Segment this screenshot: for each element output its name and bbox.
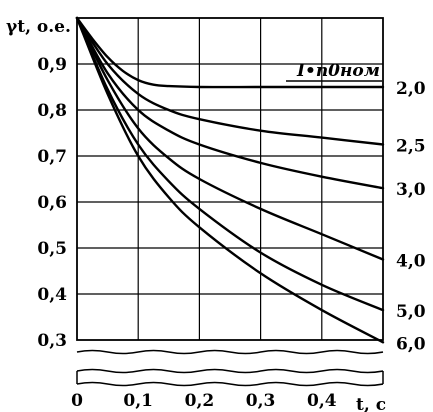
- x-tick-label: 0,3: [246, 391, 276, 411]
- x-tick-label: 0,2: [185, 391, 215, 411]
- series-label: 2,5: [396, 137, 426, 157]
- series-label: 5,0: [396, 302, 426, 322]
- x-axis-label: t, с: [356, 395, 386, 412]
- x-tick-labels: 0 0,1 0,2 0,3 0,4: [71, 391, 337, 411]
- y-tick-labels: 0,3 0,4 0,5 0,6 0,7 0,8 0,9: [37, 55, 67, 351]
- series-label: 6,0: [396, 334, 426, 354]
- series-line: [75, 16, 385, 146]
- y-tick-label: 0,7: [37, 147, 67, 167]
- series-label: 2,0: [396, 79, 426, 99]
- x-tick-label: 0,4: [307, 391, 337, 411]
- y-tick-label: 0,3: [37, 331, 67, 351]
- series-line: [75, 16, 385, 190]
- y-tick-label: 0,9: [37, 55, 67, 75]
- axis-break-marks: [76, 349, 384, 387]
- y-tick-label: 0,4: [37, 285, 67, 305]
- series-line: [75, 16, 385, 344]
- series-label: 4,0: [396, 252, 426, 272]
- series-group: [75, 16, 385, 344]
- x-tick-label: 0: [71, 391, 83, 411]
- plot-frame: [76, 17, 384, 341]
- y-tick-label: 0,8: [37, 101, 67, 121]
- y-tick-label: 0,6: [37, 193, 67, 213]
- series-line: [75, 16, 385, 312]
- x-tick-label: 0,1: [123, 391, 153, 411]
- series-label: 3,0: [396, 180, 426, 200]
- legend-title: I•п0ном: [286, 61, 382, 82]
- y-tick-label: 0,5: [37, 239, 67, 259]
- series-line: [75, 16, 385, 89]
- y-axis-label: γt, о.е.: [6, 17, 71, 37]
- legend-title-text: I•п0ном: [296, 61, 380, 81]
- axis-break-wave: [76, 381, 384, 387]
- series-labels: 2,0 2,5 3,0 4,0 5,0 6,0: [396, 79, 426, 354]
- axis-break-wave: [76, 368, 384, 374]
- series-line: [75, 16, 385, 261]
- axis-break-wave: [76, 349, 384, 355]
- grid: [77, 18, 383, 340]
